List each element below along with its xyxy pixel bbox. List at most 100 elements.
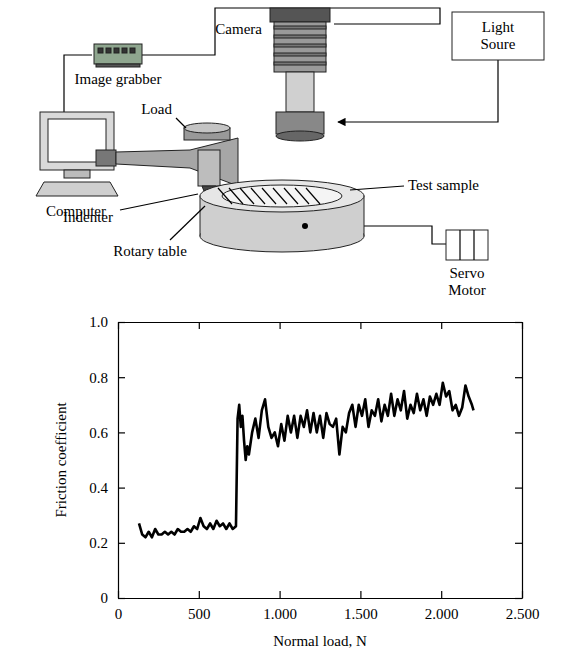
y-axis-title: Friction coefficient [53,402,69,518]
tick [199,322,200,329]
light-guide [338,60,498,122]
diagram-label: Rotary table [113,243,187,259]
chip [106,48,111,53]
test-sample [222,185,342,207]
tick-mark [515,598,522,599]
tick [515,543,522,544]
tick-mark [118,488,125,489]
load-top [184,123,230,133]
tick-mark [515,488,522,489]
tick-mark [515,432,522,433]
tick [515,432,522,433]
sample-hatch [273,188,287,204]
tick-mark [441,322,442,329]
tick-label: 0 [101,590,109,606]
top-frame [119,322,523,329]
servo-divider [459,230,460,260]
tick-label: 0.8 [89,370,108,386]
light-source-box [452,12,544,60]
tick: 0.2 [89,535,125,551]
tick-label: 500 [188,606,211,622]
tick-mark [118,432,125,433]
diagram-label: Test sample [408,177,479,193]
diagram-label: Load [141,101,172,117]
tick-mark [515,322,522,323]
diagram-label: LightSoure [481,19,516,52]
tick-mark [515,543,522,544]
chip [114,48,119,53]
camera-ridge [274,53,326,56]
diagram-label: Camera [215,21,262,37]
tick [515,598,522,599]
tick-mark [118,543,125,544]
tick: 0 [101,590,126,606]
tick-label: 1.0 [89,314,108,330]
sample-hatch [240,188,254,204]
sample-hatch [262,188,276,204]
camera-tube [286,72,314,112]
sample-hatch [251,188,265,204]
tick-label: 2.500 [506,606,540,622]
tick: 1.0 [89,314,125,330]
sample-hatch [306,188,320,204]
card-edge [96,64,140,67]
rotary-table-top [200,180,364,212]
x-axis-title: Normal load, N [273,633,367,649]
tick-mark [360,591,361,598]
sample-hatch [218,188,232,204]
camera-ring [270,8,330,22]
chip [98,48,103,53]
leader [120,194,198,210]
xticks-axis: 05001.0001.5002.0002.500 [115,591,540,622]
tick-label: 2.000 [425,606,459,622]
figure: Camera LightSoure Image grabber Load Test sa… [0,0,573,659]
right-frame [515,323,523,599]
servo-motor [446,230,488,260]
leader [170,206,205,240]
chip [130,48,135,53]
apparatus-diagram: Camera LightSoure Image grabber Load Test sa… [36,8,544,298]
tick-mark [118,377,125,378]
axis-line [119,598,523,599]
tick-mark [118,598,125,599]
tick-label: 0.2 [89,535,108,551]
tick: 1.500 [344,591,378,622]
plot-area [139,383,474,538]
tick: 2.000 [425,591,459,622]
diagram-label: ServoMotor [448,265,486,298]
tick-label: 0 [115,606,123,622]
leader [176,118,186,128]
tick-mark [515,377,522,378]
tick-mark [280,591,281,598]
chip [122,48,127,53]
tick [515,377,522,378]
diagram-label: Indenter [63,209,113,225]
data-line [139,383,474,538]
axis-line [522,323,523,599]
sample-hatch [295,188,309,204]
camera-body [274,22,326,72]
camera-ridge [274,44,326,47]
diagram-label: Image grabber [74,71,161,87]
tick-label: 0.6 [89,425,108,441]
tick-mark [360,322,361,329]
leader [350,186,404,190]
tick [360,322,361,329]
tick-label: 0.4 [89,480,108,496]
tick-mark [199,591,200,598]
tick-mark [280,322,281,329]
chart: 05001.0001.5002.0002.50000.20.40.60.81.0… [53,314,539,649]
servo-divider [473,230,474,260]
arm [116,138,238,186]
tick: 500 [188,591,211,622]
sample-hatch [229,188,243,204]
keyboard [36,182,118,196]
tick [280,322,281,329]
tick: 0.6 [89,425,125,441]
tick [515,488,522,489]
tick-label: 1.500 [344,606,378,622]
image-grabber-card [94,44,142,64]
sample-hatch [284,188,298,204]
camera-ridge [274,62,326,65]
camera-ridge [274,35,326,38]
